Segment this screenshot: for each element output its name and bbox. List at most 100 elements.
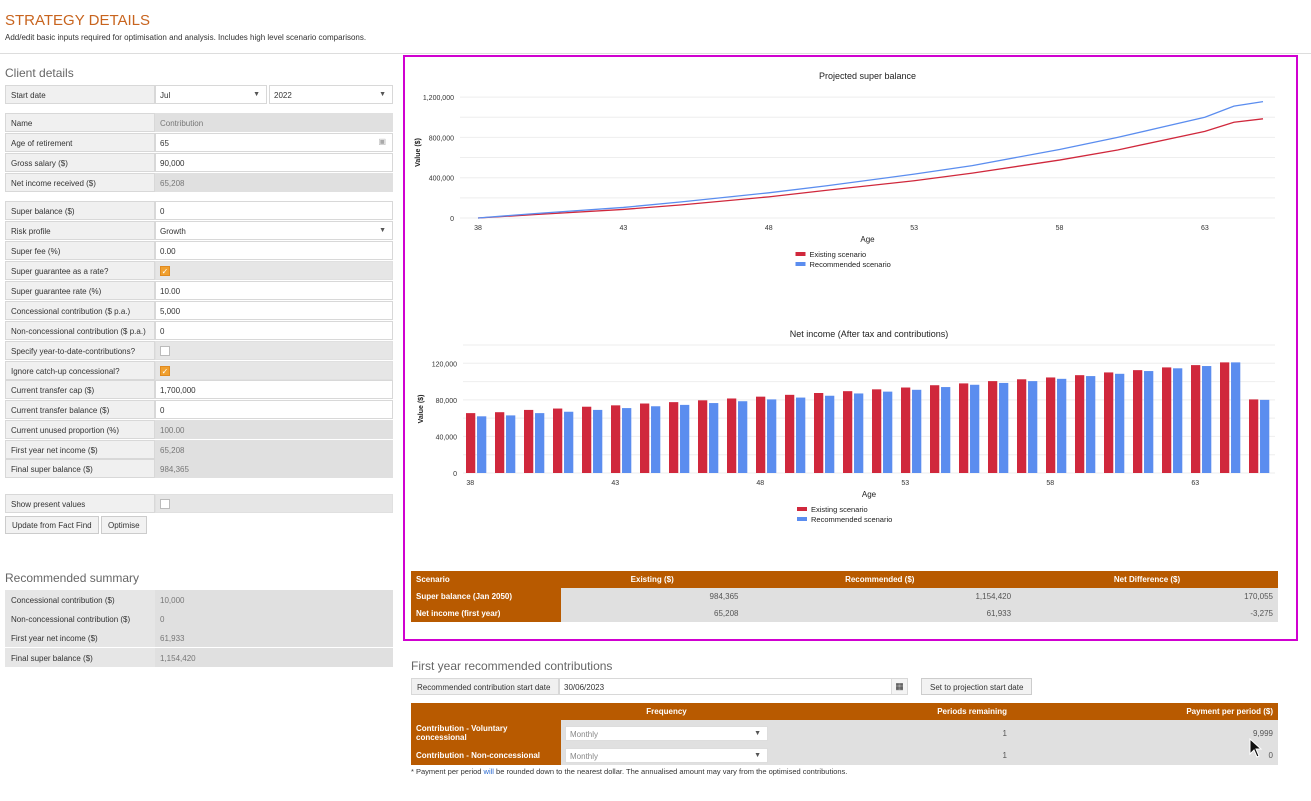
final-super-balance-label: Final super balance ($) bbox=[5, 459, 155, 478]
ignore-catch-up-concessional-label: Ignore catch-up concessional? bbox=[5, 361, 155, 380]
bar-existing bbox=[611, 405, 621, 473]
x-tick-label: 43 bbox=[611, 480, 619, 487]
recommended-summary-heading: Recommended summary bbox=[5, 571, 140, 585]
calendar-icon[interactable]: ▦ bbox=[891, 679, 907, 694]
first-year-net-income-row: First year net income ($) 65,208 bbox=[5, 440, 393, 459]
bar-existing bbox=[959, 383, 969, 473]
footnote-link[interactable]: will bbox=[483, 767, 494, 776]
x-tick-label: 58 bbox=[1056, 225, 1064, 232]
bar-recommended bbox=[767, 399, 777, 473]
frequency-select[interactable]: Monthly ▼ bbox=[565, 748, 768, 763]
chevron-down-icon: ▼ bbox=[379, 91, 386, 98]
legend-swatch bbox=[795, 252, 806, 256]
set-to-projection-start-date-button[interactable]: Set to projection start date bbox=[921, 678, 1033, 695]
super-balance-input[interactable]: 0 bbox=[155, 201, 393, 220]
bar-existing bbox=[582, 406, 592, 473]
input-value: 90,000 bbox=[160, 159, 185, 168]
y-axis-label: Value ($) bbox=[415, 138, 422, 167]
chart-title: Net income (After tax and contributions) bbox=[790, 329, 949, 339]
col-blank bbox=[411, 703, 561, 720]
age-of-retirement-row: Age of retirement 65 ▣ bbox=[5, 133, 393, 152]
y-tick-label: 0 bbox=[450, 216, 454, 223]
row-label: Contribution - Voluntary concessional bbox=[411, 720, 561, 746]
input-value: 0 bbox=[160, 207, 165, 216]
bar-recommended bbox=[1202, 366, 1212, 473]
age-of-retirement-input[interactable]: 65 ▣ bbox=[155, 133, 393, 152]
bar-existing bbox=[495, 412, 505, 473]
contribution-start-date-label: Recommended contribution start date bbox=[411, 678, 559, 695]
gross-salary-input[interactable]: 90,000 bbox=[155, 153, 393, 172]
ignore-catch-up-concessional-checkbox[interactable]: ✓ bbox=[160, 366, 170, 376]
current-transfer-cap-label: Current transfer cap ($) bbox=[5, 380, 155, 399]
footnote-text: be rounded down to the nearest dollar. T… bbox=[493, 767, 848, 776]
specify-year-to-date-contributions-checkbox[interactable] bbox=[160, 346, 170, 356]
bar-existing bbox=[785, 394, 795, 473]
start-month-select[interactable]: Jul ▼ bbox=[155, 85, 267, 104]
series-line-recommended-scenario bbox=[477, 101, 1264, 219]
bar-existing bbox=[1017, 379, 1027, 473]
bar-recommended bbox=[825, 395, 835, 473]
bar-recommended bbox=[1115, 373, 1125, 473]
cell: 984,365 bbox=[561, 588, 744, 605]
legend-label: Recommended scenario bbox=[811, 515, 892, 524]
super-guarantee-as-a-rate-row: Super guarantee as a rate? ✓ bbox=[5, 261, 393, 280]
contributions-table: Frequency Periods remaining Payment per … bbox=[411, 703, 1278, 765]
super-guarantee-rate-row: Super guarantee rate (%) 10.00 bbox=[5, 281, 393, 300]
x-tick-label: 38 bbox=[474, 225, 482, 232]
chevron-down-icon: ▼ bbox=[379, 227, 386, 234]
summary-row: First year net income ($) 61,933 bbox=[5, 628, 393, 647]
name-label: Name bbox=[5, 113, 155, 132]
current-unused-proportion-row: Current unused proportion (%) 100.00 bbox=[5, 420, 393, 439]
x-tick-label: 53 bbox=[901, 480, 909, 487]
bar-recommended bbox=[796, 397, 806, 473]
net-income-received-value: 65,208 bbox=[155, 173, 393, 192]
bar-recommended bbox=[912, 389, 922, 473]
start-year-select[interactable]: 2022 ▼ bbox=[269, 85, 393, 104]
spinner-icon[interactable]: ▣ bbox=[378, 137, 386, 146]
super-guarantee-as-a-rate-checkbox[interactable]: ✓ bbox=[160, 266, 170, 276]
x-axis-label: Age bbox=[862, 490, 877, 499]
update-from-fact-find-button[interactable]: Update from Fact Find bbox=[5, 516, 99, 534]
row-label: Super balance (Jan 2050) bbox=[411, 588, 561, 605]
bar-existing bbox=[843, 391, 853, 473]
contribution-start-date-input[interactable]: 30/06/2023 ▦ bbox=[559, 678, 908, 695]
non-concessional-contribution-p-a-input[interactable]: 0 bbox=[155, 321, 393, 340]
bar-recommended bbox=[1028, 381, 1038, 473]
current-transfer-balance-input[interactable]: 0 bbox=[155, 400, 393, 419]
show-present-values-checkbox[interactable] bbox=[160, 499, 170, 509]
frequency-select[interactable]: Monthly ▼ bbox=[565, 725, 768, 741]
optimise-button[interactable]: Optimise bbox=[101, 516, 147, 534]
input-value: 0.00 bbox=[160, 247, 176, 256]
concessional-contribution-p-a-label: Concessional contribution ($ p.a.) bbox=[5, 301, 155, 320]
bar-recommended bbox=[564, 411, 574, 473]
concessional-contribution-p-a-input[interactable]: 5,000 bbox=[155, 301, 393, 320]
frequency-value: Monthly bbox=[570, 729, 599, 739]
super-guarantee-rate-input[interactable]: 10.00 bbox=[155, 281, 393, 300]
contribution-start-date-row: Recommended contribution start date 30/0… bbox=[411, 678, 908, 695]
bar-recommended bbox=[970, 384, 980, 473]
show-present-values-row: Show present values bbox=[5, 494, 393, 513]
divider bbox=[0, 53, 1311, 54]
super-balance-label: Super balance ($) bbox=[5, 201, 155, 220]
bar-recommended bbox=[593, 409, 603, 473]
x-tick-label: 63 bbox=[1191, 480, 1199, 487]
start-date-row: Start date Jul ▼ 2022 ▼ bbox=[5, 85, 393, 104]
super-guarantee-as-a-rate-cell: ✓ bbox=[155, 261, 393, 280]
bar-existing bbox=[524, 409, 534, 473]
bar-existing bbox=[1104, 372, 1114, 473]
ignore-catch-up-concessional-cell: ✓ bbox=[155, 361, 393, 380]
risk-profile-select[interactable]: Growth ▼ bbox=[155, 221, 393, 240]
select-value: Growth bbox=[160, 227, 186, 236]
projected-super-balance-chart: Projected super balance 0 400,000 800,000 1,… bbox=[415, 71, 1275, 269]
bar-recommended bbox=[506, 415, 516, 473]
specify-year-to-date-contributions-cell bbox=[155, 341, 393, 360]
summary-row: Final super balance ($) 1,154,420 bbox=[5, 648, 393, 667]
current-transfer-cap-input[interactable]: 1,700,000 bbox=[155, 380, 393, 399]
bar-recommended bbox=[883, 391, 893, 473]
super-fee-input[interactable]: 0.00 bbox=[155, 241, 393, 260]
specify-year-to-date-contributions-row: Specify year-to-date-contributions? bbox=[5, 341, 393, 360]
super-fee-row: Super fee (%) 0.00 bbox=[5, 241, 393, 260]
charts-panel bbox=[403, 55, 1298, 641]
name-value: Contribution bbox=[155, 113, 393, 132]
bar-existing bbox=[1046, 377, 1056, 473]
